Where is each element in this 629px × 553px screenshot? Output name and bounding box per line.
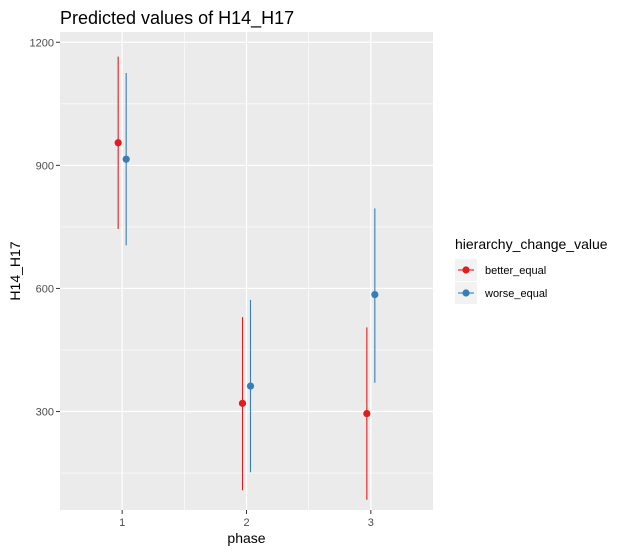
y-axis-title: H14_H17 (7, 241, 23, 300)
point-better-equal (114, 139, 122, 147)
legend-item-worse-equal: worse_equal (455, 282, 547, 304)
legend-key-point (462, 266, 470, 274)
x-axis-title: phase (227, 530, 265, 546)
x-axis-ticks: 1 2 3 (119, 510, 374, 529)
point-better-equal (363, 409, 371, 418)
legend-key-point (462, 289, 470, 297)
x-tick-label: 1 (119, 517, 125, 529)
data-marks (114, 56, 379, 500)
y-tick-label: 300 (36, 407, 54, 419)
x-tick-label: 3 (368, 517, 374, 529)
legend-label-better-equal: better_equal (485, 265, 546, 277)
y-tick-label: 600 (36, 283, 54, 295)
legend: hierarchy_change_value better_equalworse… (455, 236, 608, 304)
point-worse-equal (122, 155, 130, 163)
y-tick-label: 1200 (30, 37, 54, 49)
legend-item-better-equal: better_equal (455, 259, 546, 281)
chart-title: Predicted values of H14_H17 (60, 8, 294, 29)
legend-label-worse-equal: worse_equal (484, 288, 547, 300)
point-worse-equal (371, 290, 379, 299)
y-tick-label: 900 (36, 160, 54, 172)
legend-title: hierarchy_change_value (455, 236, 608, 252)
point-worse-equal (246, 382, 255, 390)
point-better-equal (238, 399, 247, 407)
grid-lines (60, 32, 433, 510)
legend-items: better_equal worse_equal (455, 259, 547, 304)
x-tick-label: 2 (243, 517, 249, 529)
y-axis-ticks: 300 600 900 1200 (30, 37, 60, 419)
